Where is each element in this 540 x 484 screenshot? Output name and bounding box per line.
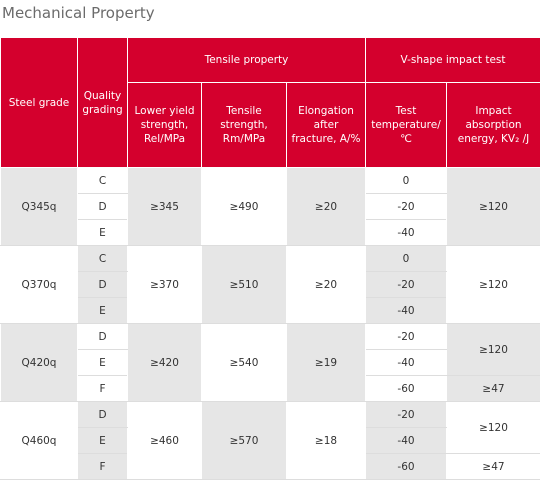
table-cell: D <box>77 323 128 350</box>
table-row: Q370q C ≥370 ≥510 ≥20 0 ≥120 <box>0 245 540 324</box>
table-cell: -60 <box>365 375 447 402</box>
table-cell: ≥47 <box>445 375 540 402</box>
table-row: D -20 <box>1 271 540 298</box>
table-row: E -40 <box>1 297 540 324</box>
header-cell: Tensile strength, Rm/MPa <box>201 82 287 168</box>
table-cell: Q370q <box>0 245 78 324</box>
table-cell: ≥47 <box>445 453 540 480</box>
table-cell: ≥540 <box>201 323 287 402</box>
table-cell: E <box>77 297 128 324</box>
table-cell: E <box>77 427 128 454</box>
table-cell: D <box>77 271 128 298</box>
table-row: Q460q D ≥460 ≥570 ≥18 -20 ≥120 <box>0 401 540 480</box>
table-cell: E <box>77 349 128 376</box>
header-cell: Impact absorption energy, KV₂ /J <box>445 82 540 168</box>
table-cell: ≥510 <box>201 245 287 324</box>
page-title: Mechanical Property <box>2 4 155 22</box>
table-cell: ≥120 <box>445 401 540 454</box>
table-cell: ≥490 <box>201 167 287 246</box>
table-cell: -20 <box>365 193 447 220</box>
table-cell: D <box>77 193 128 220</box>
header-cell: Elongation after fracture, A/% <box>286 82 366 168</box>
table-cell: ≥120 <box>445 167 540 246</box>
table-body: Q345q C ≥345 ≥490 ≥20 0 ≥120 D -20 E -40 Q370q C ≥370… <box>0 167 540 480</box>
table-cell: ≥460 <box>127 401 202 480</box>
table-row: F -60 ≥47 <box>1 453 540 480</box>
table-cell: ≥420 <box>127 323 202 402</box>
header-cell: Lower yield strength, Rel/MPa <box>127 82 202 168</box>
table-cell: 0 <box>365 167 447 194</box>
table-cell: -60 <box>365 453 447 480</box>
property-table: Steel grade Quality grading Tensile prop… <box>0 37 540 480</box>
table-cell: ≥19 <box>286 323 366 402</box>
header-cell: Test temperature/℃ <box>365 82 447 168</box>
table-row: E -40 <box>1 219 540 246</box>
table-cell: C <box>77 167 128 194</box>
table-cell: -40 <box>365 349 447 376</box>
table-cell: ≥370 <box>127 245 202 324</box>
table-cell: Q345q <box>0 167 78 246</box>
table-cell: -20 <box>365 271 447 298</box>
table-row: Q420q D ≥420 ≥540 ≥19 -20 ≥120 <box>0 323 540 402</box>
table-cell: -20 <box>365 401 447 428</box>
table-cell: 0 <box>365 245 447 272</box>
table-cell: -40 <box>365 297 447 324</box>
table-cell: ≥345 <box>127 167 202 246</box>
table-cell: ≥20 <box>286 245 366 324</box>
header-cell: Quality grading <box>77 37 128 168</box>
table-cell: ≥20 <box>286 167 366 246</box>
table-cell: ≥18 <box>286 401 366 480</box>
table-cell: -40 <box>365 427 447 454</box>
table-cell: C <box>77 245 128 272</box>
table-cell: -40 <box>365 219 447 246</box>
table-row: E -40 <box>1 427 540 454</box>
table-cell: Q460q <box>0 401 78 480</box>
table-cell: D <box>77 401 128 428</box>
table-cell: F <box>77 453 128 480</box>
table-cell: ≥570 <box>201 401 287 480</box>
table-row: F -60 ≥47 <box>1 375 540 402</box>
table-cell: ≥120 <box>445 245 540 324</box>
table-cell: F <box>77 375 128 402</box>
table-cell: Q420q <box>0 323 78 402</box>
table-cell: ≥120 <box>445 323 540 376</box>
header-cell: Steel grade <box>0 37 78 168</box>
header-cell: Tensile property <box>127 37 366 83</box>
table-row: Q345q C ≥345 ≥490 ≥20 0 ≥120 <box>0 167 540 246</box>
table-cell: E <box>77 219 128 246</box>
table-cell: -20 <box>365 323 447 350</box>
header-cell: V-shape impact test <box>364 37 540 83</box>
